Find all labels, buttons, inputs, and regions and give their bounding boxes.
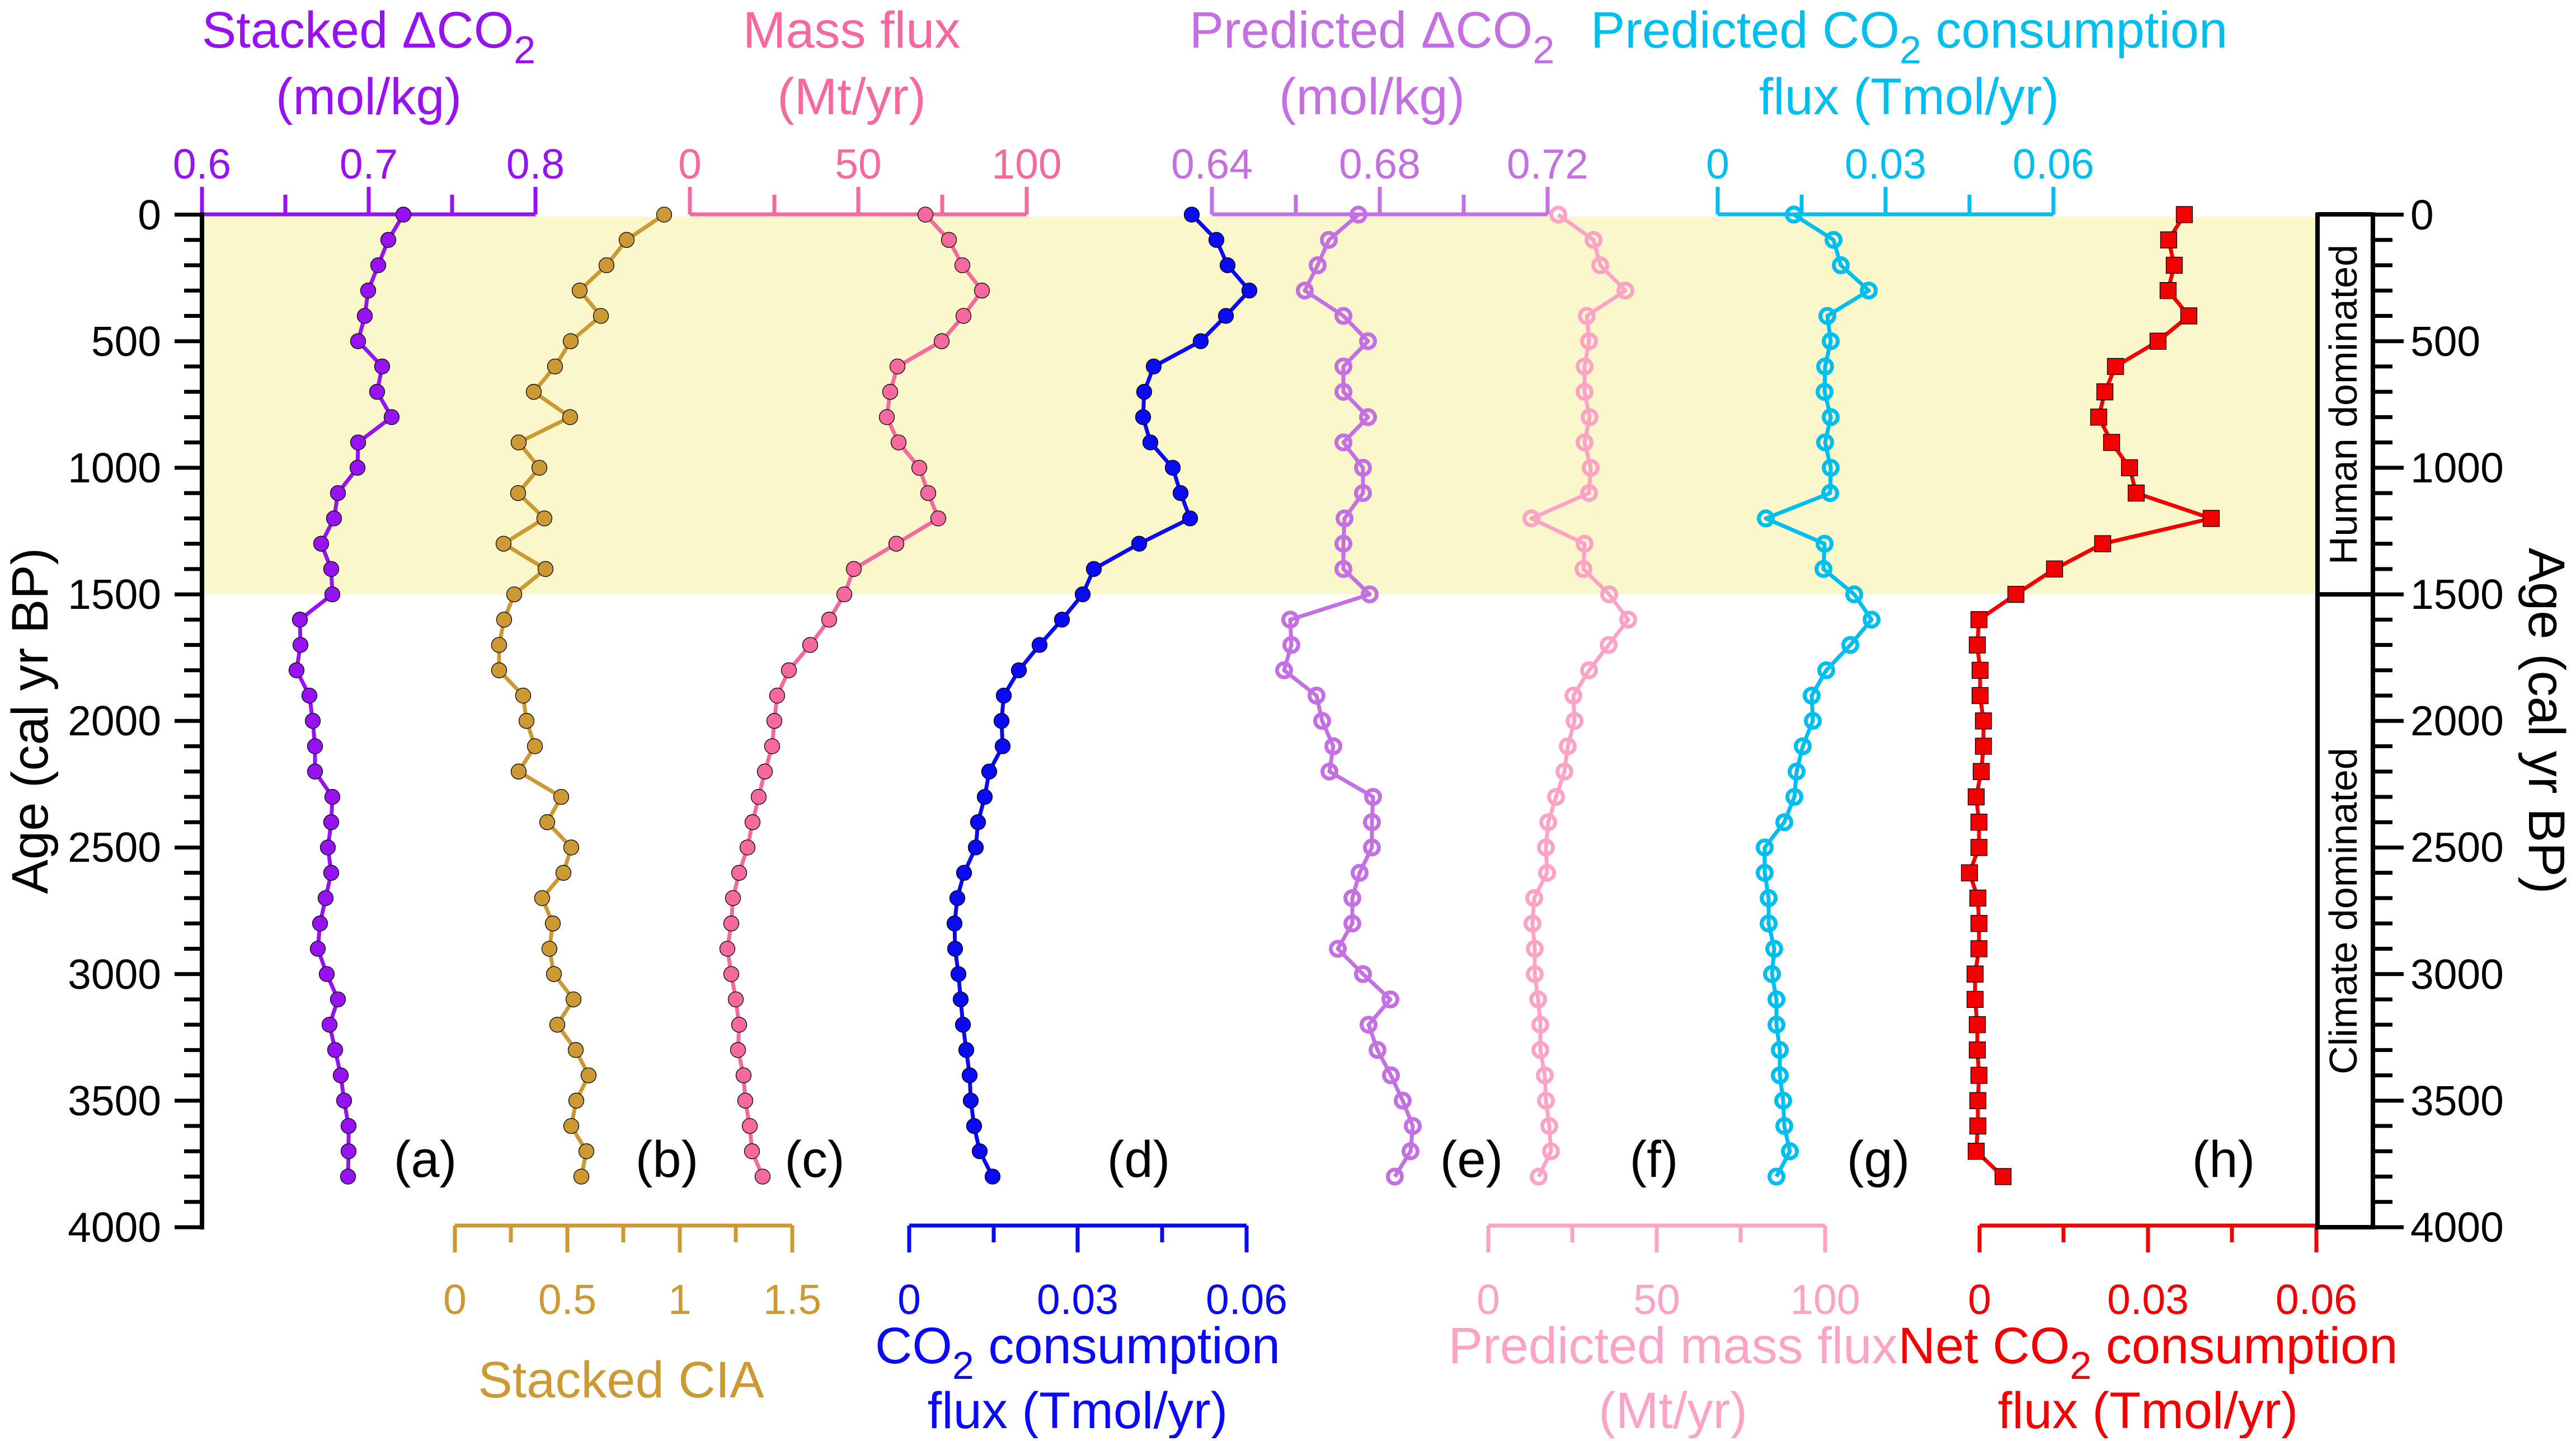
svg-text:2500: 2500 (68, 824, 161, 871)
svg-text:4000: 4000 (68, 1204, 161, 1251)
svg-text:(a): (a) (394, 1131, 457, 1188)
svg-text:1: 1 (668, 1276, 692, 1323)
svg-text:Age (cal yr BP): Age (cal yr BP) (2, 548, 59, 894)
svg-text:0.03: 0.03 (1037, 1276, 1118, 1323)
svg-text:500: 500 (2410, 318, 2480, 365)
svg-text:0: 0 (1477, 1276, 1500, 1323)
svg-text:50: 50 (835, 140, 881, 187)
svg-text:500: 500 (91, 318, 161, 365)
svg-text:2000: 2000 (2410, 697, 2504, 744)
svg-text:0.06: 0.06 (2276, 1276, 2357, 1323)
svg-text:0.06: 0.06 (1206, 1276, 1287, 1323)
svg-text:flux (Tmol/yr): flux (Tmol/yr) (928, 1382, 1228, 1438)
svg-text:0.64: 0.64 (1171, 140, 1253, 187)
svg-text:0.5: 0.5 (538, 1276, 596, 1323)
svg-text:(mol/kg): (mol/kg) (276, 68, 462, 125)
svg-text:3000: 3000 (68, 951, 161, 998)
svg-text:0: 0 (443, 1276, 467, 1323)
svg-text:0.7: 0.7 (340, 140, 398, 187)
svg-text:4000: 4000 (2410, 1204, 2504, 1251)
svg-text:3500: 3500 (68, 1077, 161, 1124)
svg-text:0: 0 (1968, 1276, 1991, 1323)
svg-text:2000: 2000 (68, 697, 161, 744)
svg-text:(h): (h) (2192, 1131, 2255, 1188)
svg-text:0.03: 0.03 (2107, 1276, 2189, 1323)
svg-text:50: 50 (1633, 1276, 1680, 1323)
svg-text:0: 0 (897, 1276, 921, 1323)
svg-text:(b): (b) (636, 1131, 698, 1188)
svg-text:Predicted mass flux: Predicted mass flux (1449, 1317, 1898, 1374)
svg-text:(e): (e) (1440, 1131, 1503, 1188)
svg-text:1000: 1000 (2410, 444, 2504, 491)
svg-text:0.68: 0.68 (1339, 140, 1421, 187)
svg-text:0: 0 (138, 191, 161, 238)
svg-text:0.03: 0.03 (1845, 140, 1926, 187)
svg-text:Climate dominated: Climate dominated (2321, 748, 2365, 1074)
svg-text:0.72: 0.72 (1507, 140, 1588, 187)
svg-text:Human dominated: Human dominated (2321, 245, 2365, 565)
svg-text:0.6: 0.6 (173, 140, 231, 187)
svg-text:Stacked CIA: Stacked CIA (478, 1351, 764, 1409)
svg-text:3000: 3000 (2410, 951, 2504, 998)
svg-text:(Mt/yr): (Mt/yr) (1599, 1382, 1747, 1438)
svg-text:0.8: 0.8 (506, 140, 565, 187)
svg-text:100: 100 (1790, 1276, 1860, 1323)
svg-text:2500: 2500 (2410, 824, 2504, 871)
svg-text:Age (cal yr BP): Age (cal yr BP) (2518, 548, 2575, 894)
svg-text:(f): (f) (1630, 1131, 1679, 1188)
svg-text:(mol/kg): (mol/kg) (1279, 68, 1465, 125)
svg-text:1500: 1500 (2410, 571, 2504, 618)
svg-text:100: 100 (991, 140, 1061, 187)
svg-text:Mass flux: Mass flux (743, 2, 961, 59)
svg-text:0: 0 (2410, 191, 2434, 238)
svg-text:flux (Tmol/yr): flux (Tmol/yr) (1759, 68, 2060, 125)
svg-text:1500: 1500 (68, 571, 161, 618)
svg-text:(g): (g) (1847, 1131, 1910, 1188)
svg-text:0: 0 (1706, 140, 1729, 187)
svg-text:(d): (d) (1107, 1131, 1170, 1188)
svg-text:1000: 1000 (68, 444, 161, 491)
svg-text:1.5: 1.5 (763, 1276, 821, 1323)
svg-text:(c): (c) (784, 1131, 844, 1188)
svg-text:0.06: 0.06 (2013, 140, 2094, 187)
svg-text:flux (Tmol/yr): flux (Tmol/yr) (1998, 1382, 2298, 1438)
svg-text:(Mt/yr): (Mt/yr) (777, 68, 926, 125)
svg-text:3500: 3500 (2410, 1077, 2504, 1124)
svg-text:0: 0 (678, 140, 702, 187)
